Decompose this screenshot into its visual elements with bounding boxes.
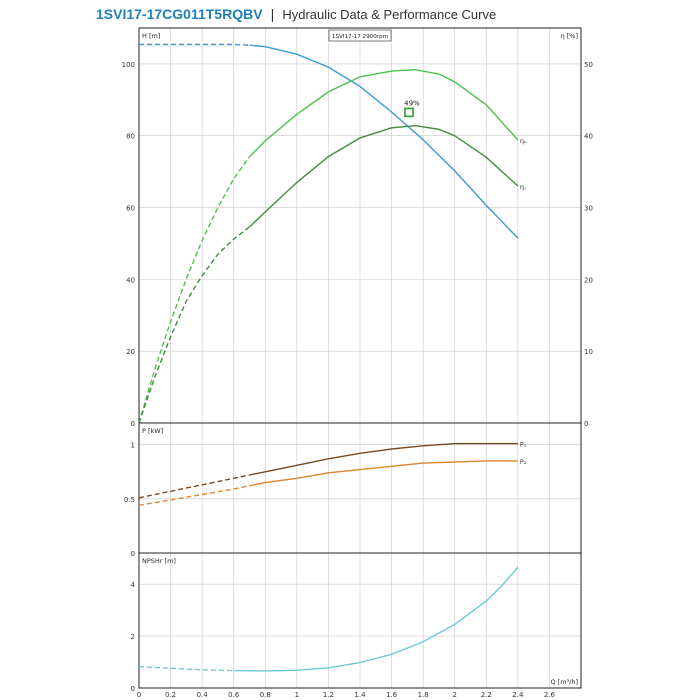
x-tick-label: 2.4 <box>512 691 524 699</box>
y-axis-label: P [kW] <box>142 427 163 435</box>
model-number: 1SVI17-17CG011T5RQBV <box>96 6 263 22</box>
x-tick-label: 2.6 <box>544 691 556 699</box>
x-tick-label: 0.8 <box>260 691 271 699</box>
y-tick-label: 4 <box>131 581 136 589</box>
series-npshr-dashed-line <box>138 666 234 672</box>
legend-label: 1SVI17-17 2900rpm <box>332 34 388 40</box>
y2-tick-label: 0 <box>584 420 588 428</box>
chart-subtitle: Hydraulic Data & Performance Curve <box>282 7 497 22</box>
x-tick-label: 2.2 <box>481 691 492 699</box>
plot-frame <box>138 552 582 689</box>
series-p1-dashed-line <box>138 474 250 499</box>
x-axis-label: Q [m³/h] <box>550 678 578 686</box>
y-tick-label: 60 <box>126 205 135 213</box>
series--c-label: η꜀ <box>520 183 526 191</box>
y2-tick-label: 20 <box>584 276 593 284</box>
y-axis-label: H [m] <box>142 32 160 40</box>
x-tick-label: 1 <box>295 691 299 699</box>
best-efficiency-marker <box>404 107 414 118</box>
y2-axis-label: η [%] <box>561 32 578 40</box>
y-tick-label: 0.5 <box>124 496 135 504</box>
y2-tick-label: 10 <box>584 348 593 356</box>
x-tick-label: 2 <box>452 691 456 699</box>
y-tick-label: 80 <box>126 133 135 141</box>
series-p1-line <box>249 442 518 476</box>
y2-tick-label: 30 <box>584 205 593 213</box>
x-tick-label: 0 <box>137 691 141 699</box>
series--c-line <box>249 124 519 228</box>
x-tick-label: 1.4 <box>354 691 366 699</box>
series-h-line <box>249 44 519 239</box>
x-tick-label: 1.8 <box>418 691 429 699</box>
series-npshr-line <box>233 566 519 672</box>
series-h-dashed-line <box>139 43 250 46</box>
x-tick-label: 1.6 <box>386 691 398 699</box>
series-p1-label: P₁ <box>520 441 527 449</box>
series--p-label: ηₚ <box>520 137 527 145</box>
series-p2-line <box>249 460 518 487</box>
y-tick-label: 0 <box>131 420 135 428</box>
series--p-dashed-line <box>138 156 251 424</box>
x-tick-label: 0.2 <box>165 691 176 699</box>
chart-header: 1SVI17-17CG011T5RQBV | Hydraulic Data & … <box>96 4 496 26</box>
y-tick-label: 0 <box>131 550 135 558</box>
series--p-line <box>249 68 519 158</box>
y2-tick-label: 40 <box>584 133 593 141</box>
y2-tick-label: 50 <box>584 61 593 69</box>
x-tick-label: 1.2 <box>323 691 334 699</box>
y-tick-label: 0 <box>131 685 135 693</box>
legend-box <box>328 29 392 42</box>
best-efficiency-label: 49% <box>404 99 420 107</box>
y-tick-label: 1 <box>131 442 135 450</box>
y-axis-label: NPSHr [m] <box>142 557 176 565</box>
series--c-dashed-line <box>138 226 250 424</box>
x-tick-label: 0.4 <box>197 691 209 699</box>
series-p2-dashed-line <box>138 485 250 506</box>
y-tick-label: 20 <box>126 348 135 356</box>
series-p2-label: P₂ <box>520 458 527 466</box>
y-tick-label: 100 <box>122 61 135 69</box>
x-tick-label: 0.6 <box>228 691 240 699</box>
header-separator: | <box>270 6 275 22</box>
y-tick-label: 40 <box>126 276 135 284</box>
y-tick-label: 2 <box>131 633 135 641</box>
